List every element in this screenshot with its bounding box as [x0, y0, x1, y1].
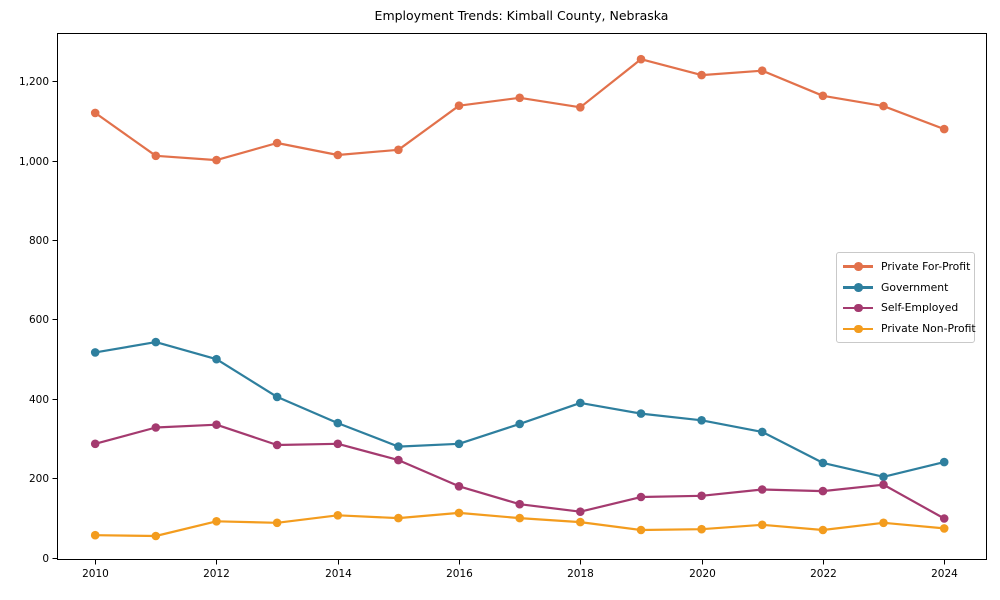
x-tick-label: 2024 [931, 568, 958, 580]
legend: Private For-Profit Government Self-Emplo… [836, 252, 976, 343]
data-point [90, 108, 100, 118]
data-point [879, 101, 888, 111]
y-tick-label: 1,200 [19, 76, 49, 88]
data-point [454, 482, 464, 491]
y-tick-label: 200 [29, 473, 49, 485]
legend-label: Government [881, 280, 949, 294]
y-tick-label: 600 [29, 314, 49, 326]
data-point [576, 398, 585, 408]
legend-item-private-non-profit: Private Non-Profit [843, 318, 976, 339]
data-point [454, 101, 464, 110]
x-tick-label: 2010 [82, 568, 109, 580]
data-point [333, 418, 343, 428]
data-point [636, 525, 646, 535]
data-point [454, 439, 464, 449]
data-point [879, 472, 888, 482]
data-point [151, 423, 161, 432]
data-point [757, 485, 767, 494]
y-tick-label: 0 [42, 553, 49, 565]
data-point [90, 348, 100, 357]
data-point [818, 486, 828, 496]
data-point [757, 427, 767, 437]
x-tick-label: 2016 [446, 568, 473, 580]
plot-frame [57, 33, 987, 560]
legend-item-private-for-profit: Private For-Profit [843, 256, 971, 277]
legend-item-self-employed: Self-Employed [843, 298, 967, 319]
x-tick-label: 2022 [810, 568, 837, 580]
data-point [151, 531, 161, 541]
data-point [879, 480, 888, 490]
data-point [90, 439, 100, 449]
legend-label: Self-Employed [881, 301, 959, 315]
data-point [818, 458, 828, 468]
data-point [212, 354, 221, 364]
data-point [879, 518, 888, 528]
data-point [697, 416, 706, 425]
data-point [515, 499, 524, 509]
legend-label: Private For-Profit [881, 259, 971, 273]
data-point [90, 530, 100, 540]
data-point [757, 66, 767, 75]
data-point [697, 491, 706, 501]
data-point [515, 513, 524, 523]
x-tick-label: 2020 [689, 568, 716, 580]
data-point [636, 409, 646, 418]
data-point [818, 525, 828, 535]
legend-line-marker-icon [843, 282, 873, 292]
data-point [394, 442, 403, 451]
chart-title: Employment Trends: Kimball County, Nebra… [374, 8, 669, 23]
data-point [636, 54, 646, 64]
data-point [697, 524, 706, 534]
data-point [333, 511, 343, 520]
data-point [515, 93, 524, 103]
x-tick-label: 2014 [325, 568, 352, 580]
legend-line-marker-icon [843, 261, 873, 271]
x-tick-label: 2018 [567, 568, 594, 580]
series-line-private-for-profit [94, 58, 946, 162]
data-point [272, 518, 282, 528]
data-point [394, 513, 403, 523]
data-point [576, 507, 585, 516]
data-point [394, 455, 403, 465]
data-point [939, 524, 949, 533]
series-line-government [94, 341, 946, 478]
data-point [272, 138, 282, 148]
data-point [454, 508, 464, 518]
data-point [394, 145, 403, 155]
data-point [576, 103, 585, 112]
data-point [212, 420, 221, 430]
legend-item-government: Government [843, 277, 967, 298]
legend-label: Private Non-Profit [881, 322, 976, 336]
data-point [272, 440, 282, 450]
legend-line-marker-icon [843, 303, 873, 313]
y-tick-label: 400 [29, 394, 49, 406]
data-point [818, 91, 828, 101]
data-point [576, 517, 585, 527]
data-point [636, 492, 646, 502]
data-point [939, 124, 949, 134]
data-point [272, 392, 282, 402]
data-point [333, 150, 343, 160]
data-point [151, 151, 161, 161]
y-tick-label: 800 [29, 235, 49, 247]
x-tick-label: 2012 [203, 568, 230, 580]
data-point [212, 517, 221, 526]
data-point [333, 439, 343, 449]
data-point [151, 337, 161, 347]
data-point [939, 457, 949, 467]
data-point [757, 520, 767, 530]
legend-line-marker-icon [843, 324, 873, 334]
data-point [697, 70, 706, 80]
y-tick-label: 1,000 [19, 156, 49, 168]
data-point [939, 514, 949, 523]
data-point [515, 419, 524, 429]
data-point [212, 155, 221, 165]
